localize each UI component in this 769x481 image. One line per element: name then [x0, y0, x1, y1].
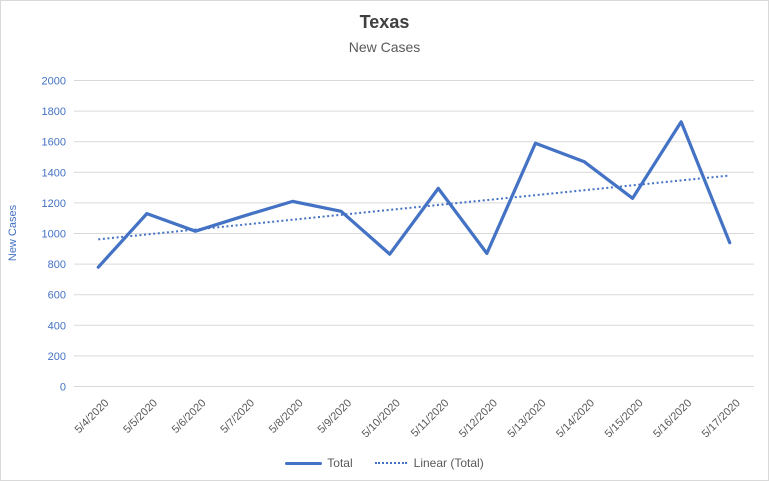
y-axis-title: New Cases — [7, 204, 19, 262]
x-tick-label: 5/17/2020 — [700, 397, 743, 440]
y-tick-label: 1800 — [42, 106, 66, 118]
y-tick-label: 600 — [48, 290, 66, 302]
legend-solid-line-icon — [285, 461, 323, 465]
x-tick-label: 5/15/2020 — [603, 397, 646, 440]
y-tick-label: 1200 — [42, 198, 66, 210]
x-tick-label: 5/11/2020 — [409, 397, 452, 440]
x-tick-label: 5/14/2020 — [554, 397, 597, 440]
x-tick-label: 5/4/2020 — [73, 397, 112, 436]
x-tick-label: 5/16/2020 — [651, 397, 694, 440]
y-tick-label: 0 — [60, 382, 66, 394]
x-tick-label: 5/9/2020 — [315, 397, 354, 436]
legend: Total Linear (Total) — [1, 453, 768, 473]
y-tick-label: 800 — [48, 259, 66, 271]
y-tick-label: 200 — [48, 351, 66, 363]
x-tick-label: 5/12/2020 — [457, 397, 500, 440]
legend-label-total: Total — [327, 456, 353, 470]
x-tick-label: 5/6/2020 — [170, 397, 209, 436]
chart-subtitle: New Cases — [348, 39, 421, 55]
y-tick-label: 2000 — [42, 76, 66, 88]
chart-title: Texas — [359, 12, 410, 32]
legend-label-linear-total: Linear (Total) — [413, 456, 484, 470]
x-tick-label: 5/13/2020 — [505, 397, 548, 440]
y-tick-label: 1400 — [42, 167, 66, 179]
x-tick-label: 5/7/2020 — [218, 397, 257, 436]
x-tick-label: 5/8/2020 — [267, 397, 306, 436]
legend-dotted-line-icon — [374, 462, 407, 464]
x-tick-label: 5/5/2020 — [121, 397, 160, 436]
y-tick-label: 1000 — [42, 229, 66, 241]
y-tick-label: 1600 — [42, 137, 66, 149]
x-tick-label: 5/10/2020 — [360, 397, 403, 440]
y-tick-label: 400 — [48, 320, 66, 332]
total-series-line — [96, 120, 732, 269]
